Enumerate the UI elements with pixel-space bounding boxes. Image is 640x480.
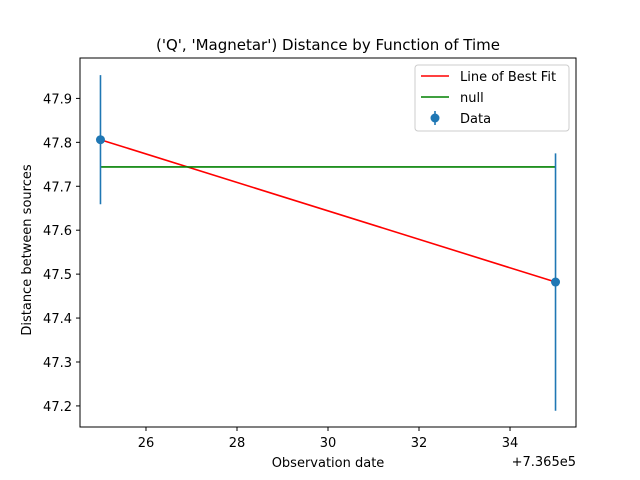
x-tick-label: 32 xyxy=(411,436,428,451)
x-axis-label: Observation date xyxy=(272,456,385,471)
x-tick-label: 26 xyxy=(138,436,155,451)
legend-label-data: Data xyxy=(460,112,491,127)
legend-label-null: null xyxy=(460,91,484,106)
legend-box xyxy=(414,64,570,132)
legend-marker-data xyxy=(430,113,440,123)
x-offset-label: +7.365e5 xyxy=(512,455,576,470)
y-tick-label: 47.3 xyxy=(43,356,72,371)
data-point xyxy=(551,277,561,287)
y-axis-label: Distance between sources xyxy=(20,164,35,335)
plot-marks xyxy=(95,75,561,411)
chart-title: ('Q', 'Magnetar') Distance by Function o… xyxy=(156,36,500,54)
y-tick-label: 47.7 xyxy=(43,180,72,195)
series-line-line-of-best-fit xyxy=(100,138,556,283)
x-tick-label: 30 xyxy=(320,436,337,451)
x-tick-label: 28 xyxy=(229,436,246,451)
y-tick-label: 47.9 xyxy=(43,92,72,107)
y-tick-label: 47.6 xyxy=(43,224,72,239)
data-point xyxy=(95,135,105,145)
legend: Line of Best Fit null Data xyxy=(414,64,570,132)
x-tick-label: 34 xyxy=(502,436,519,451)
y-tick-label: 47.2 xyxy=(43,400,72,415)
y-tick-label: 47.8 xyxy=(43,136,72,151)
y-tick-label: 47.4 xyxy=(43,312,72,327)
legend-label-line-of-best-fit: Line of Best Fit xyxy=(460,70,556,85)
y-tick-label: 47.5 xyxy=(43,268,72,283)
